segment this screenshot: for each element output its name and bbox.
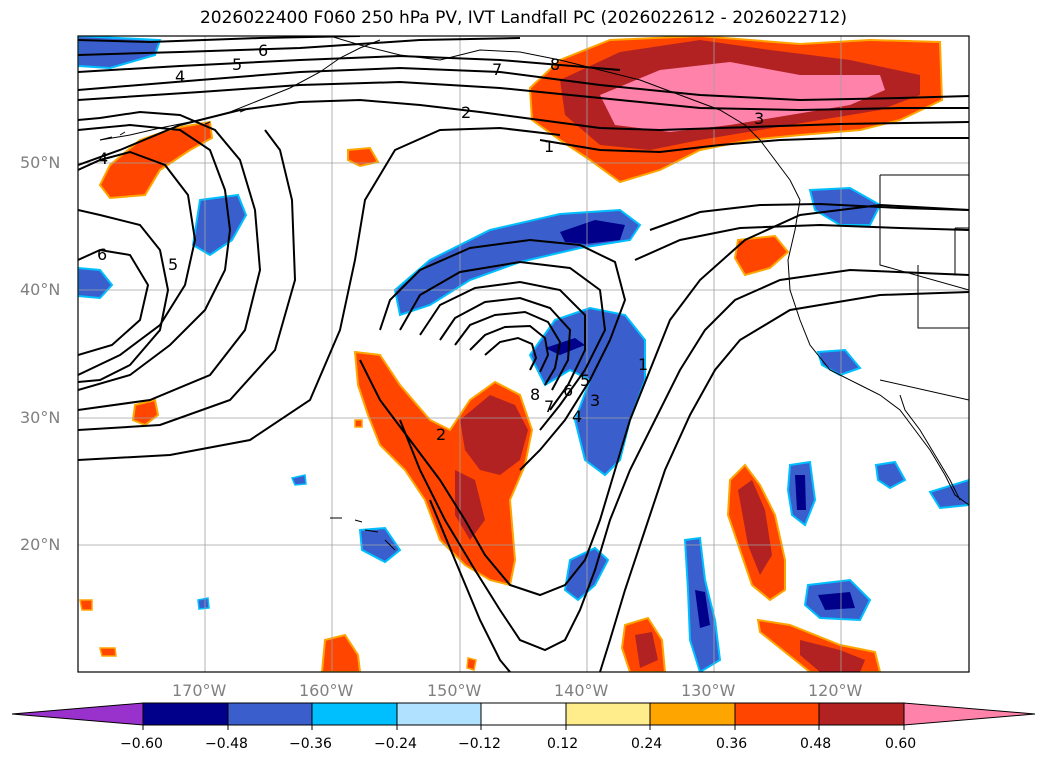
lon-label-150w: 150°W	[427, 681, 482, 700]
contour-label: 5	[232, 55, 242, 74]
neg-core-south	[545, 338, 585, 355]
colorbar-tick-label: 0.48	[800, 736, 832, 752]
colorbar-bin	[396, 702, 482, 726]
neg-core-s2	[695, 590, 710, 628]
colorbar-tick-label: −0.60	[120, 736, 163, 752]
colorbar-high-extend	[903, 702, 1036, 726]
lat-label-50n: 50°N	[20, 153, 61, 172]
lon-label-120w: 120°W	[808, 681, 863, 700]
neg-region-se-edge	[928, 478, 969, 510]
state-border-3	[954, 227, 969, 276]
pos-dot-2	[99, 647, 117, 657]
colorbar-tick-label: −0.24	[374, 736, 417, 752]
colorbar-tick-label: 0.60	[885, 736, 917, 752]
contour-label: 7	[544, 397, 554, 416]
pos-dot-3	[354, 419, 363, 428]
lon-label-130w: 130°W	[681, 681, 736, 700]
pos-region-nw	[98, 120, 214, 200]
pos-plume-central-dark2	[455, 470, 485, 540]
neg-region-nw	[78, 36, 162, 70]
colorbar-bin	[734, 702, 820, 726]
pos-region-coast	[733, 234, 790, 277]
hawaii-islands	[330, 517, 396, 551]
contour-label: 5	[168, 255, 178, 274]
contour-label: 6	[563, 381, 573, 400]
contour-label: 7	[492, 60, 502, 79]
baja-coast	[899, 394, 961, 501]
pos-region-small-1	[347, 146, 380, 168]
contour-label: 2	[461, 103, 471, 122]
contour-label: 4	[572, 407, 582, 426]
colorbar-bin	[311, 702, 398, 726]
colorbar-tick-label: −0.12	[458, 736, 501, 752]
contour-label: 8	[550, 55, 560, 74]
pos-region-se-1-dark	[738, 480, 772, 575]
contour-label: 2	[436, 425, 446, 444]
pos-region-west-small	[131, 398, 160, 427]
colorbar-bin	[649, 702, 736, 726]
mexico-border	[879, 379, 969, 401]
neg-core-s4	[818, 592, 855, 610]
contour-label: 3	[590, 391, 600, 410]
colorbar-low-extend	[11, 702, 144, 726]
neg-region-w2	[191, 193, 248, 257]
contour-label: 8	[530, 385, 540, 404]
contour-label: 4	[98, 149, 108, 168]
contour-labels: 6 5 4 7 8 2 1 3 4 6 5 8 7 6 5 4 3 2 1	[97, 41, 764, 444]
colorbar-bin	[142, 702, 229, 726]
neg-region-west	[78, 266, 114, 300]
colorbar-bin	[818, 702, 905, 726]
pos-region-se-2-dark	[800, 640, 865, 672]
aleutian-islands	[99, 107, 251, 141]
contour-label: 6	[258, 41, 268, 60]
colorbar	[11, 702, 1036, 730]
neg-dot-2	[197, 597, 210, 610]
lat-label-30n: 30°N	[20, 408, 61, 427]
colorbar-tick-label: 0.12	[547, 736, 579, 752]
neg-region-ne	[808, 186, 882, 226]
us-west-coast	[787, 199, 969, 506]
colorbar-bin	[565, 702, 651, 726]
neg-plume-south	[528, 306, 646, 477]
lon-label-140w: 140°W	[554, 681, 609, 700]
graticule	[78, 36, 969, 672]
neg-core-s3	[795, 475, 806, 510]
lat-label-40n: 40°N	[20, 280, 61, 299]
pos-dot-4	[466, 657, 477, 671]
alaska-peninsula	[99, 39, 381, 141]
pos-dot-1	[79, 599, 93, 611]
lat-label-20n: 20°N	[20, 535, 61, 554]
map-title: 2026022400 F060 250 hPa PV, IVT Landfall…	[199, 8, 847, 28]
contour-label: 4	[175, 67, 185, 86]
pv-contours	[78, 36, 969, 672]
neg-dot-1	[290, 474, 307, 486]
state-border-2	[917, 265, 969, 329]
colorbar-tick-label: −0.36	[289, 736, 332, 752]
pos-region-s-3-dark	[635, 632, 658, 668]
pos-plume-central-dark	[460, 395, 528, 475]
pos-region-s-4	[320, 633, 362, 672]
lon-label-170w: 170°W	[172, 681, 227, 700]
neg-region-coast	[816, 348, 862, 377]
neg-core-central	[560, 220, 625, 244]
colorbar-tick-label: 0.24	[631, 736, 663, 752]
colorbar-tick-label: 0.36	[716, 736, 748, 752]
positive-anomaly-shading	[79, 36, 944, 672]
colorbar-bin	[227, 702, 313, 726]
contour-label: 5	[580, 371, 590, 390]
contour-label: 3	[754, 109, 764, 128]
colorbar-bin	[480, 702, 567, 726]
contour-label: 6	[97, 245, 107, 264]
colorbar-tick-label: −0.48	[205, 736, 248, 752]
contour-label: 1	[638, 355, 648, 374]
map-frame	[77, 35, 970, 673]
neg-region-east-mid	[874, 460, 907, 490]
contour-label: 1	[544, 137, 554, 156]
lon-label-160w: 160°W	[299, 681, 354, 700]
